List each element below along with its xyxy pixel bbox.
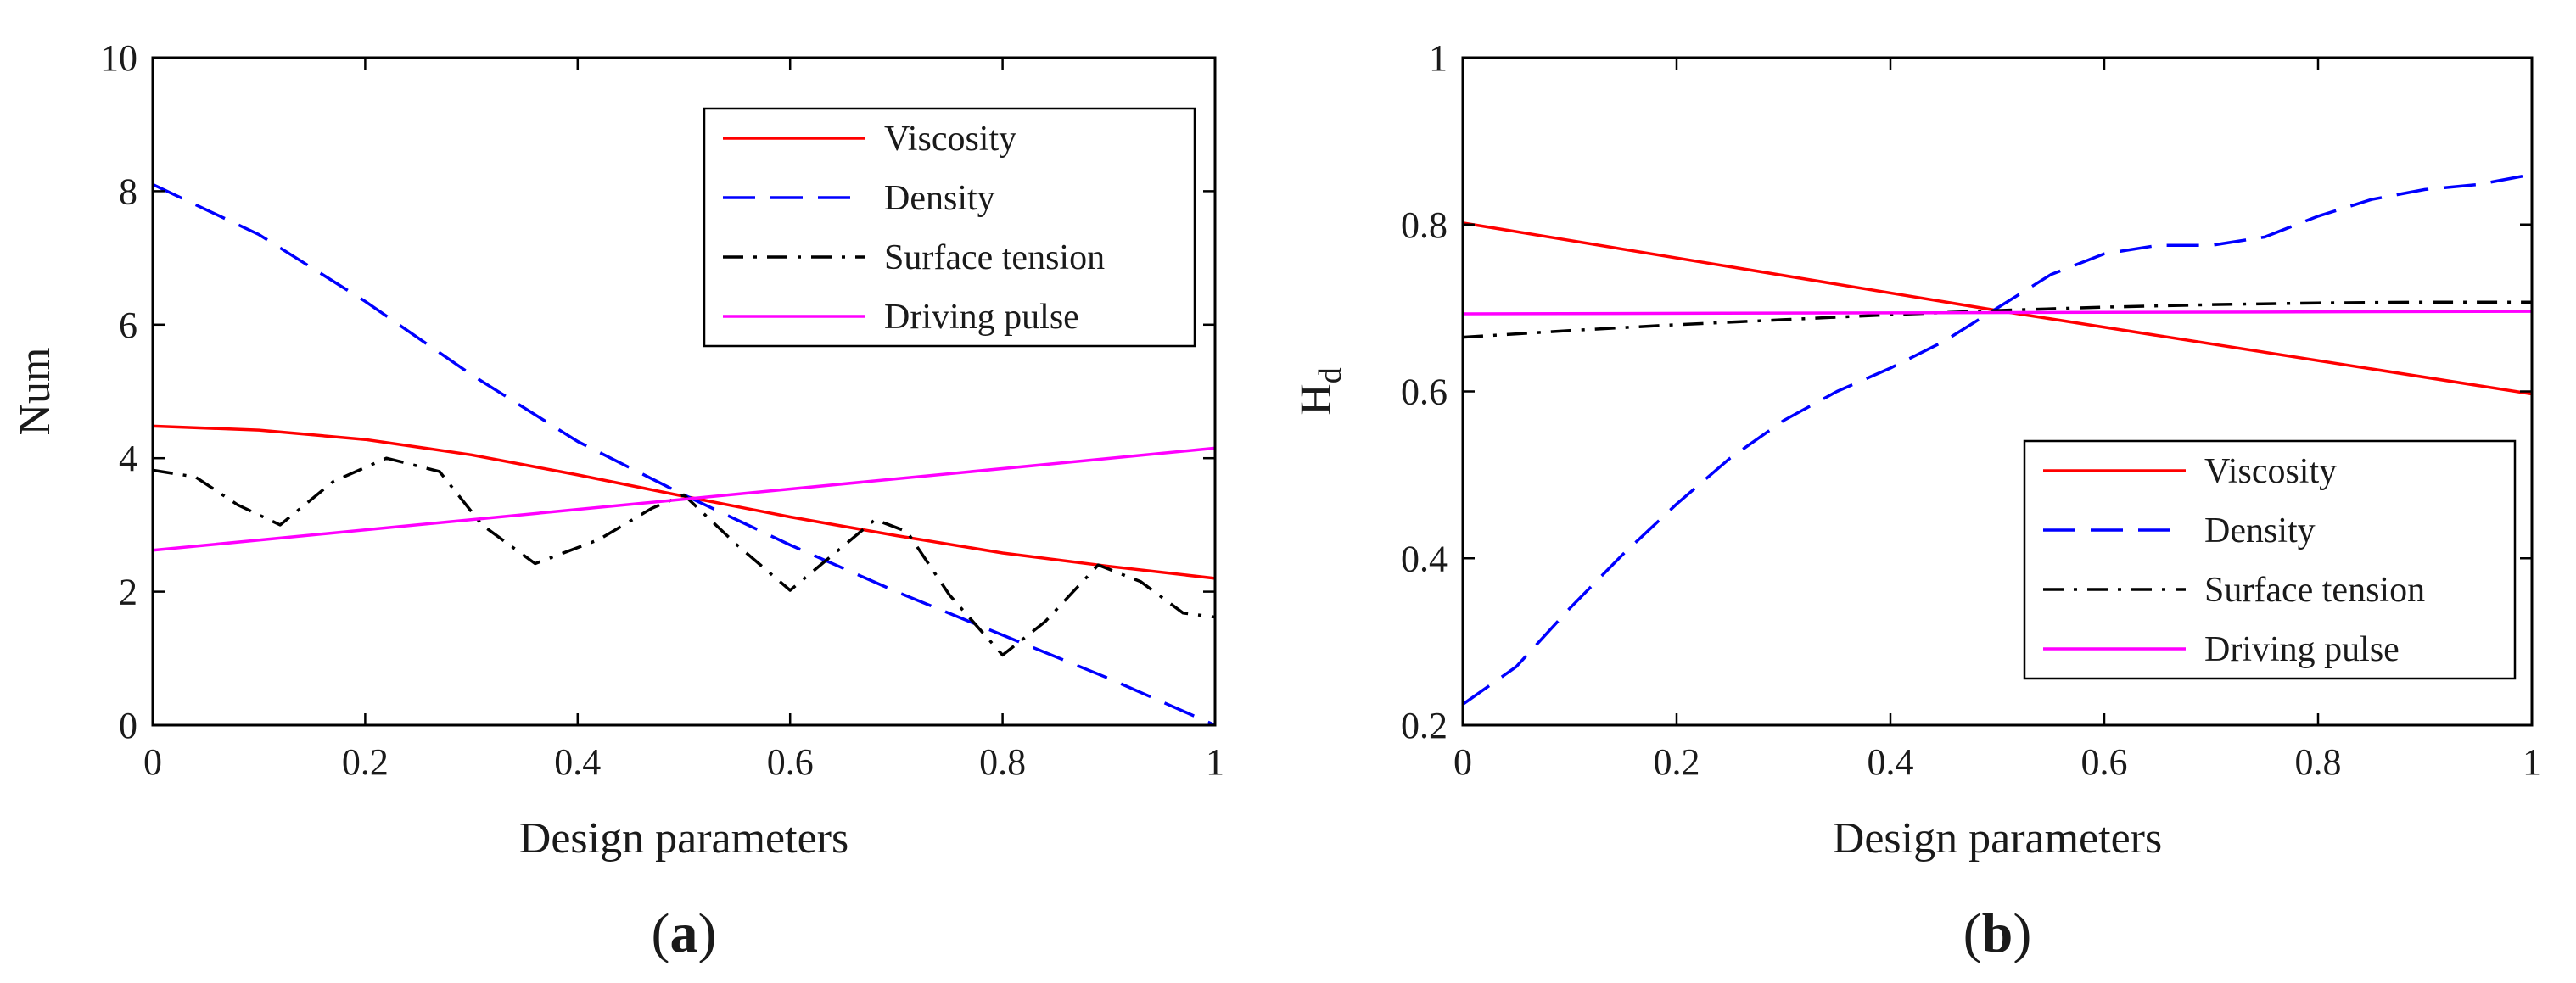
x-tick-label: 0.8: [2295, 741, 2342, 783]
series-group: [153, 182, 1215, 725]
x-tick-label: 0.8: [979, 741, 1026, 783]
y-tick-label: 2: [119, 572, 137, 613]
y-tick-label: 10: [100, 37, 137, 79]
x-tick-label: 0.4: [554, 741, 601, 783]
x-tick-label: 0.2: [1654, 741, 1700, 783]
x-tick-label: 0.4: [1868, 741, 1914, 783]
panel-label: (b): [1963, 902, 2032, 964]
panel-label: (a): [652, 902, 717, 964]
series-line-driving-pulse: [153, 446, 1215, 552]
y-tick-label: 8: [119, 170, 137, 212]
legend: Viscosity Density Surface tension Driving p…: [703, 107, 1196, 348]
legend-entry-label: Surface tension: [884, 238, 1105, 277]
y-tick-label: 0.6: [1401, 371, 1448, 413]
x-tick-label: 0: [1453, 741, 1472, 783]
legend-box: [2023, 439, 2517, 680]
legend-entry-label: Density: [884, 179, 995, 218]
x-tick-label: 0.2: [342, 741, 389, 783]
legend-entry-label: Driving pulse: [884, 298, 1079, 337]
series-group: [1463, 172, 2532, 706]
y-tick-label: 0: [119, 705, 137, 746]
y-axis-label: Num: [11, 348, 59, 436]
y-tick-label: 4: [119, 438, 137, 479]
legend-box: [703, 107, 1196, 348]
y-tick-label: 6: [119, 304, 137, 346]
legend-entry-label: Driving pulse: [2204, 630, 2400, 669]
y-axis-label: Hd: [1292, 367, 1348, 416]
legend-entry-label: Surface tension: [2204, 571, 2425, 610]
axes-box: [151, 56, 1217, 727]
x-tick-label: 0.6: [2081, 741, 2128, 783]
series-line-viscosity: [153, 424, 1215, 580]
series-line-density: [1463, 172, 2532, 706]
series-line-surface-tension: [153, 456, 1215, 657]
series-line-density: [153, 182, 1215, 725]
legend-entry-label: Viscosity: [884, 120, 1016, 159]
series-line-surface-tension: [1463, 300, 2532, 339]
x-axis-label: Design parameters: [519, 814, 848, 863]
legend-entry-label: Viscosity: [2204, 452, 2337, 491]
legend-entry-label: Density: [2204, 511, 2316, 550]
y-tick-label: 1: [1429, 37, 1448, 79]
x-axis-label: Design parameters: [1833, 814, 2162, 863]
y-tick-label: 0.8: [1401, 204, 1448, 246]
x-tick-label: 0.6: [767, 741, 814, 783]
x-tick-label: 1: [2523, 741, 2541, 783]
x-tick-label: 1: [1206, 741, 1224, 783]
y-tick-label: 0.2: [1401, 705, 1448, 746]
y-tick-label: 0.4: [1401, 538, 1448, 579]
legend: Viscosity Density Surface tension Driving p…: [2023, 439, 2517, 680]
series-line-driving-pulse: [1463, 310, 2532, 316]
x-tick-label: 0: [143, 741, 162, 783]
